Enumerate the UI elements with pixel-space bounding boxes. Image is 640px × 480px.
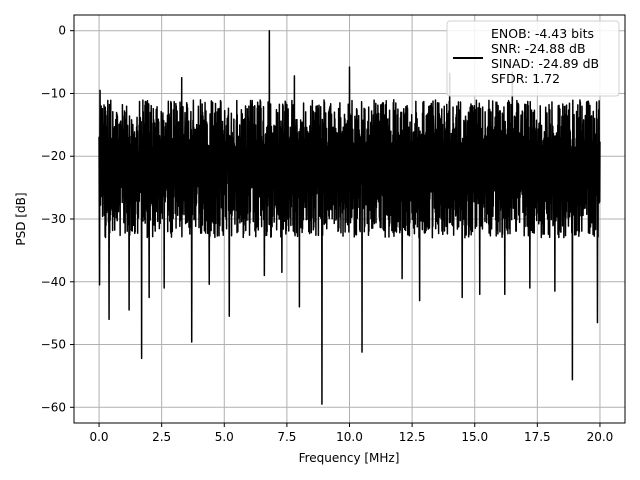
x-tick-label: 7.5 <box>277 430 296 444</box>
y-tick-label: −40 <box>41 275 66 289</box>
x-tick-label: 17.5 <box>524 430 551 444</box>
legend-sinad: SINAD: -24.89 dB <box>491 56 599 71</box>
x-tick-label: 2.5 <box>152 430 171 444</box>
x-axis-label: Frequency [MHz] <box>299 451 400 465</box>
legend: ENOB: -4.43 bits SNR: -24.88 dB SINAD: -… <box>446 20 620 97</box>
x-tick-label: 15.0 <box>461 430 488 444</box>
psd-series <box>98 29 601 405</box>
y-tick-label: −50 <box>41 338 66 352</box>
x-tick-label: 20.0 <box>587 430 614 444</box>
x-axis-ticks: 0.0 2.5 5.0 7.5 10.0 12.5 15.0 17.5 20.0 <box>89 423 613 444</box>
y-tick-label: −60 <box>41 400 66 414</box>
legend-enob: ENOB: -4.43 bits <box>491 26 594 41</box>
x-tick-label: 5.0 <box>215 430 234 444</box>
y-tick-label: 0 <box>58 24 66 38</box>
legend-box <box>446 20 620 97</box>
legend-snr: SNR: -24.88 dB <box>491 41 586 56</box>
psd-line <box>98 29 601 405</box>
y-axis-ticks: 0 −10 −20 −30 −40 −50 −60 <box>41 24 74 414</box>
x-tick-label: 0.0 <box>89 430 108 444</box>
y-axis-label: PSD [dB] <box>14 192 28 245</box>
x-tick-label: 12.5 <box>399 430 426 444</box>
legend-sfdr: SFDR: 1.72 <box>491 71 560 86</box>
x-tick-label: 10.0 <box>336 430 363 444</box>
y-tick-label: −10 <box>41 86 66 100</box>
y-tick-label: −30 <box>41 212 66 226</box>
y-tick-label: −20 <box>41 149 66 163</box>
